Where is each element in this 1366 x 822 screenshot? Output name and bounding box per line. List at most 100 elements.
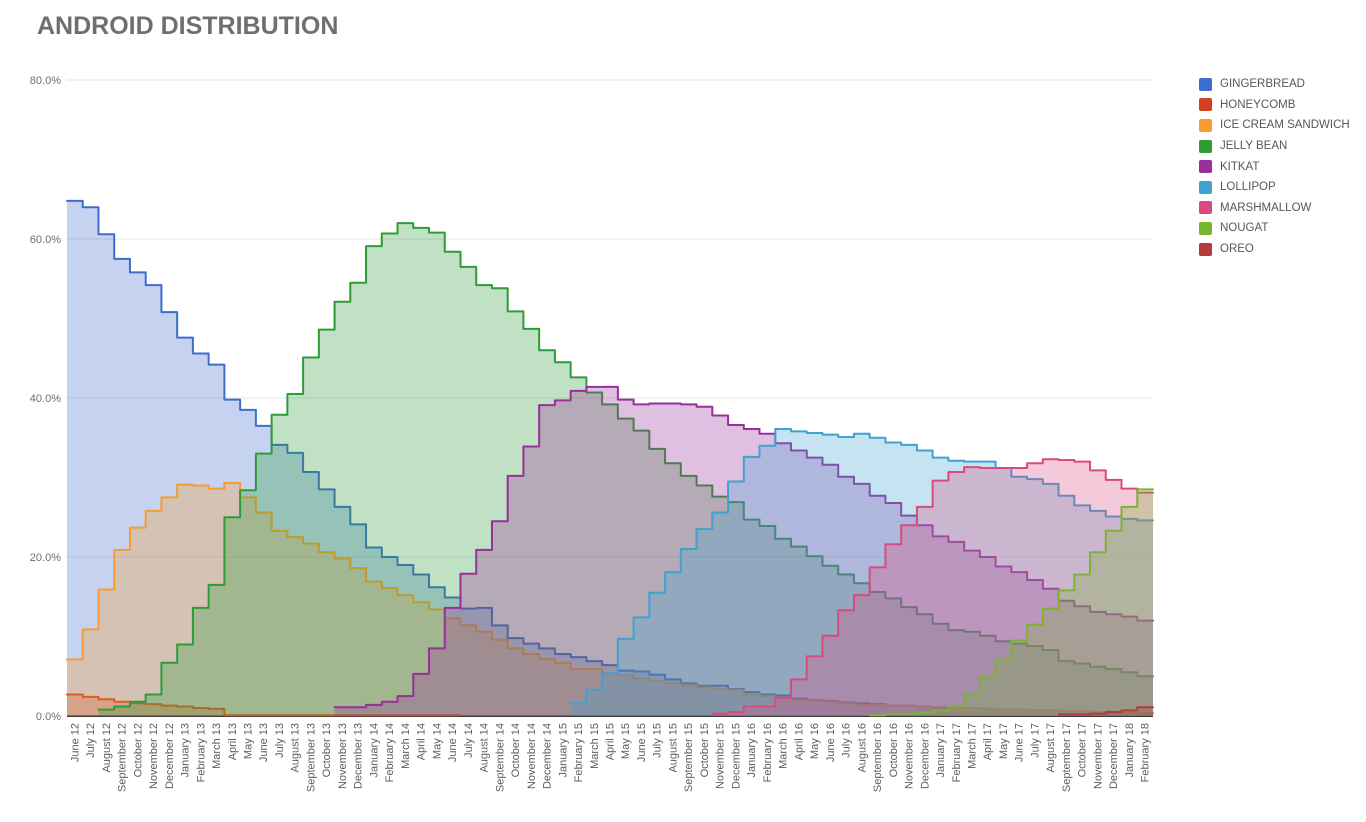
x-axis-month-label: October 13 bbox=[321, 723, 333, 777]
x-axis-month-label: December 14 bbox=[542, 723, 554, 789]
x-axis-month-label: June 14 bbox=[447, 723, 459, 762]
series-area-ice-cream-sandwich bbox=[67, 483, 1153, 716]
legend-label: MARSHMALLOW bbox=[1220, 201, 1312, 214]
chart-title: ANDROID DISTRIBUTION bbox=[37, 12, 339, 40]
x-axis-month-label: September 14 bbox=[494, 723, 506, 792]
x-axis-month-label: May 15 bbox=[620, 723, 632, 759]
legend-swatch-icon bbox=[1199, 139, 1212, 153]
legend-swatch-icon bbox=[1199, 221, 1212, 235]
y-axis-tick-label: 80.0% bbox=[30, 75, 61, 87]
legend-label: ICE CREAM SANDWICH bbox=[1220, 119, 1350, 132]
x-axis-month-label: September 13 bbox=[305, 723, 317, 792]
series-area-gingerbread bbox=[67, 200, 1153, 717]
legend-item-marshmallow: MARSHMALLOW bbox=[1199, 198, 1350, 219]
x-axis-month-label: December 13 bbox=[353, 723, 365, 789]
series-line-ice-cream-sandwich bbox=[66, 482, 1154, 714]
series-line-jelly-bean bbox=[97, 222, 1154, 711]
x-axis-month-label: June 15 bbox=[636, 723, 648, 762]
legend-label: OREO bbox=[1220, 243, 1254, 256]
legend-swatch-icon bbox=[1199, 180, 1212, 194]
x-axis-month-label: October 16 bbox=[888, 723, 900, 777]
x-axis-month-label: October 17 bbox=[1077, 723, 1089, 777]
x-axis-month-label: February 13 bbox=[195, 723, 207, 782]
x-axis-month-label: September 12 bbox=[117, 723, 129, 792]
x-axis-month-label: June 17 bbox=[1014, 723, 1026, 762]
x-axis-month-label: February 17 bbox=[951, 723, 963, 782]
x-axis-month-label: March 17 bbox=[967, 723, 979, 769]
legend-item-oreo: OREO bbox=[1199, 239, 1350, 260]
x-axis-month-label: November 13 bbox=[337, 723, 349, 789]
series-area-oreo bbox=[1058, 707, 1153, 716]
legend-swatch-icon bbox=[1199, 242, 1212, 256]
x-axis-month-label: August 16 bbox=[856, 723, 868, 773]
legend-swatch-icon bbox=[1199, 118, 1212, 132]
y-axis-tick-label: 0.0% bbox=[36, 711, 61, 723]
x-axis-month-label: January 13 bbox=[180, 723, 192, 777]
x-axis-month-label: December 12 bbox=[164, 723, 176, 789]
x-axis-month-label: September 17 bbox=[1061, 723, 1073, 792]
x-axis-month-label: December 15 bbox=[730, 723, 742, 789]
x-axis-month-label: November 17 bbox=[1092, 723, 1104, 789]
x-axis-month-label: February 15 bbox=[573, 723, 585, 782]
x-axis-month-label: August 17 bbox=[1045, 723, 1057, 773]
x-axis-month-label: June 16 bbox=[825, 723, 837, 762]
x-axis-month-label: May 16 bbox=[809, 723, 821, 759]
x-axis-month-label: May 14 bbox=[431, 723, 443, 759]
legend-swatch-icon bbox=[1199, 98, 1212, 112]
series-line-marshmallow bbox=[711, 458, 1154, 715]
legend-label: KITKAT bbox=[1220, 160, 1260, 173]
x-axis-month-label: June 12 bbox=[69, 723, 81, 762]
series-area-nougat bbox=[869, 489, 1153, 716]
x-axis-month-label: August 14 bbox=[479, 723, 491, 773]
x-axis-month-label: February 16 bbox=[762, 723, 774, 782]
series-line-nougat bbox=[868, 488, 1154, 717]
x-axis-month-label: November 12 bbox=[148, 723, 160, 789]
x-axis-month-label: March 13 bbox=[211, 723, 223, 769]
x-axis-month-label: July 12 bbox=[85, 723, 97, 758]
x-axis-month-label: November 15 bbox=[715, 723, 727, 789]
x-axis-month-label: January 16 bbox=[746, 723, 758, 777]
x-axis-month-label: March 16 bbox=[778, 723, 790, 769]
series-area-kitkat bbox=[334, 386, 1153, 716]
series-line-honeycomb bbox=[66, 693, 462, 717]
x-axis-month-label: May 17 bbox=[998, 723, 1010, 759]
x-axis-month-label: July 17 bbox=[1029, 723, 1041, 758]
x-axis-month-label: September 15 bbox=[683, 723, 695, 792]
legend-swatch-icon bbox=[1199, 160, 1212, 174]
legend-swatch-icon bbox=[1199, 201, 1212, 215]
legend-label: JELLY BEAN bbox=[1220, 140, 1288, 153]
x-axis-month-label: September 16 bbox=[872, 723, 884, 792]
x-axis-month-label: July 15 bbox=[652, 723, 664, 758]
y-axis-tick-label: 20.0% bbox=[30, 552, 61, 564]
x-axis-month-label: August 13 bbox=[290, 723, 302, 773]
x-axis-month-label: June 13 bbox=[258, 723, 270, 762]
legend-item-ice-cream-sandwich: ICE CREAM SANDWICH bbox=[1199, 115, 1350, 136]
x-axis-month-label: December 17 bbox=[1108, 723, 1120, 789]
x-axis-month-label: October 14 bbox=[510, 723, 522, 777]
x-axis-month-label: April 16 bbox=[793, 723, 805, 760]
x-axis-month-label: April 15 bbox=[605, 723, 617, 760]
x-axis-month-label: December 16 bbox=[919, 723, 931, 789]
legend-item-kitkat: KITKAT bbox=[1199, 156, 1350, 177]
x-axis-month-label: November 14 bbox=[526, 723, 538, 789]
x-axis-month-label: April 14 bbox=[416, 723, 428, 760]
series-area-lollipop bbox=[570, 429, 1153, 716]
legend-item-lollipop: LOLLIPOP bbox=[1199, 177, 1350, 198]
x-axis-month-label: February 14 bbox=[384, 723, 396, 782]
legend-swatch-icon bbox=[1199, 77, 1212, 91]
series-line-kitkat bbox=[333, 385, 1154, 709]
series-line-oreo bbox=[1057, 706, 1154, 716]
series-line-lollipop bbox=[569, 428, 1154, 705]
x-axis-month-label: August 15 bbox=[667, 723, 679, 773]
series-area-jelly-bean bbox=[98, 223, 1154, 716]
x-axis-month-label: July 13 bbox=[274, 723, 286, 758]
x-axis-month-label: October 15 bbox=[699, 723, 711, 777]
x-axis-month-label: February 18 bbox=[1140, 723, 1152, 782]
x-axis-month-label: January 14 bbox=[368, 723, 380, 777]
x-axis-month-label: July 16 bbox=[841, 723, 853, 758]
x-axis-month-label: October 12 bbox=[132, 723, 144, 777]
y-axis-tick-label: 60.0% bbox=[30, 234, 61, 246]
x-axis-month-label: November 16 bbox=[904, 723, 916, 789]
legend: GINGERBREAD HONEYCOMB ICE CREAM SANDWICH JE… bbox=[1199, 74, 1350, 259]
